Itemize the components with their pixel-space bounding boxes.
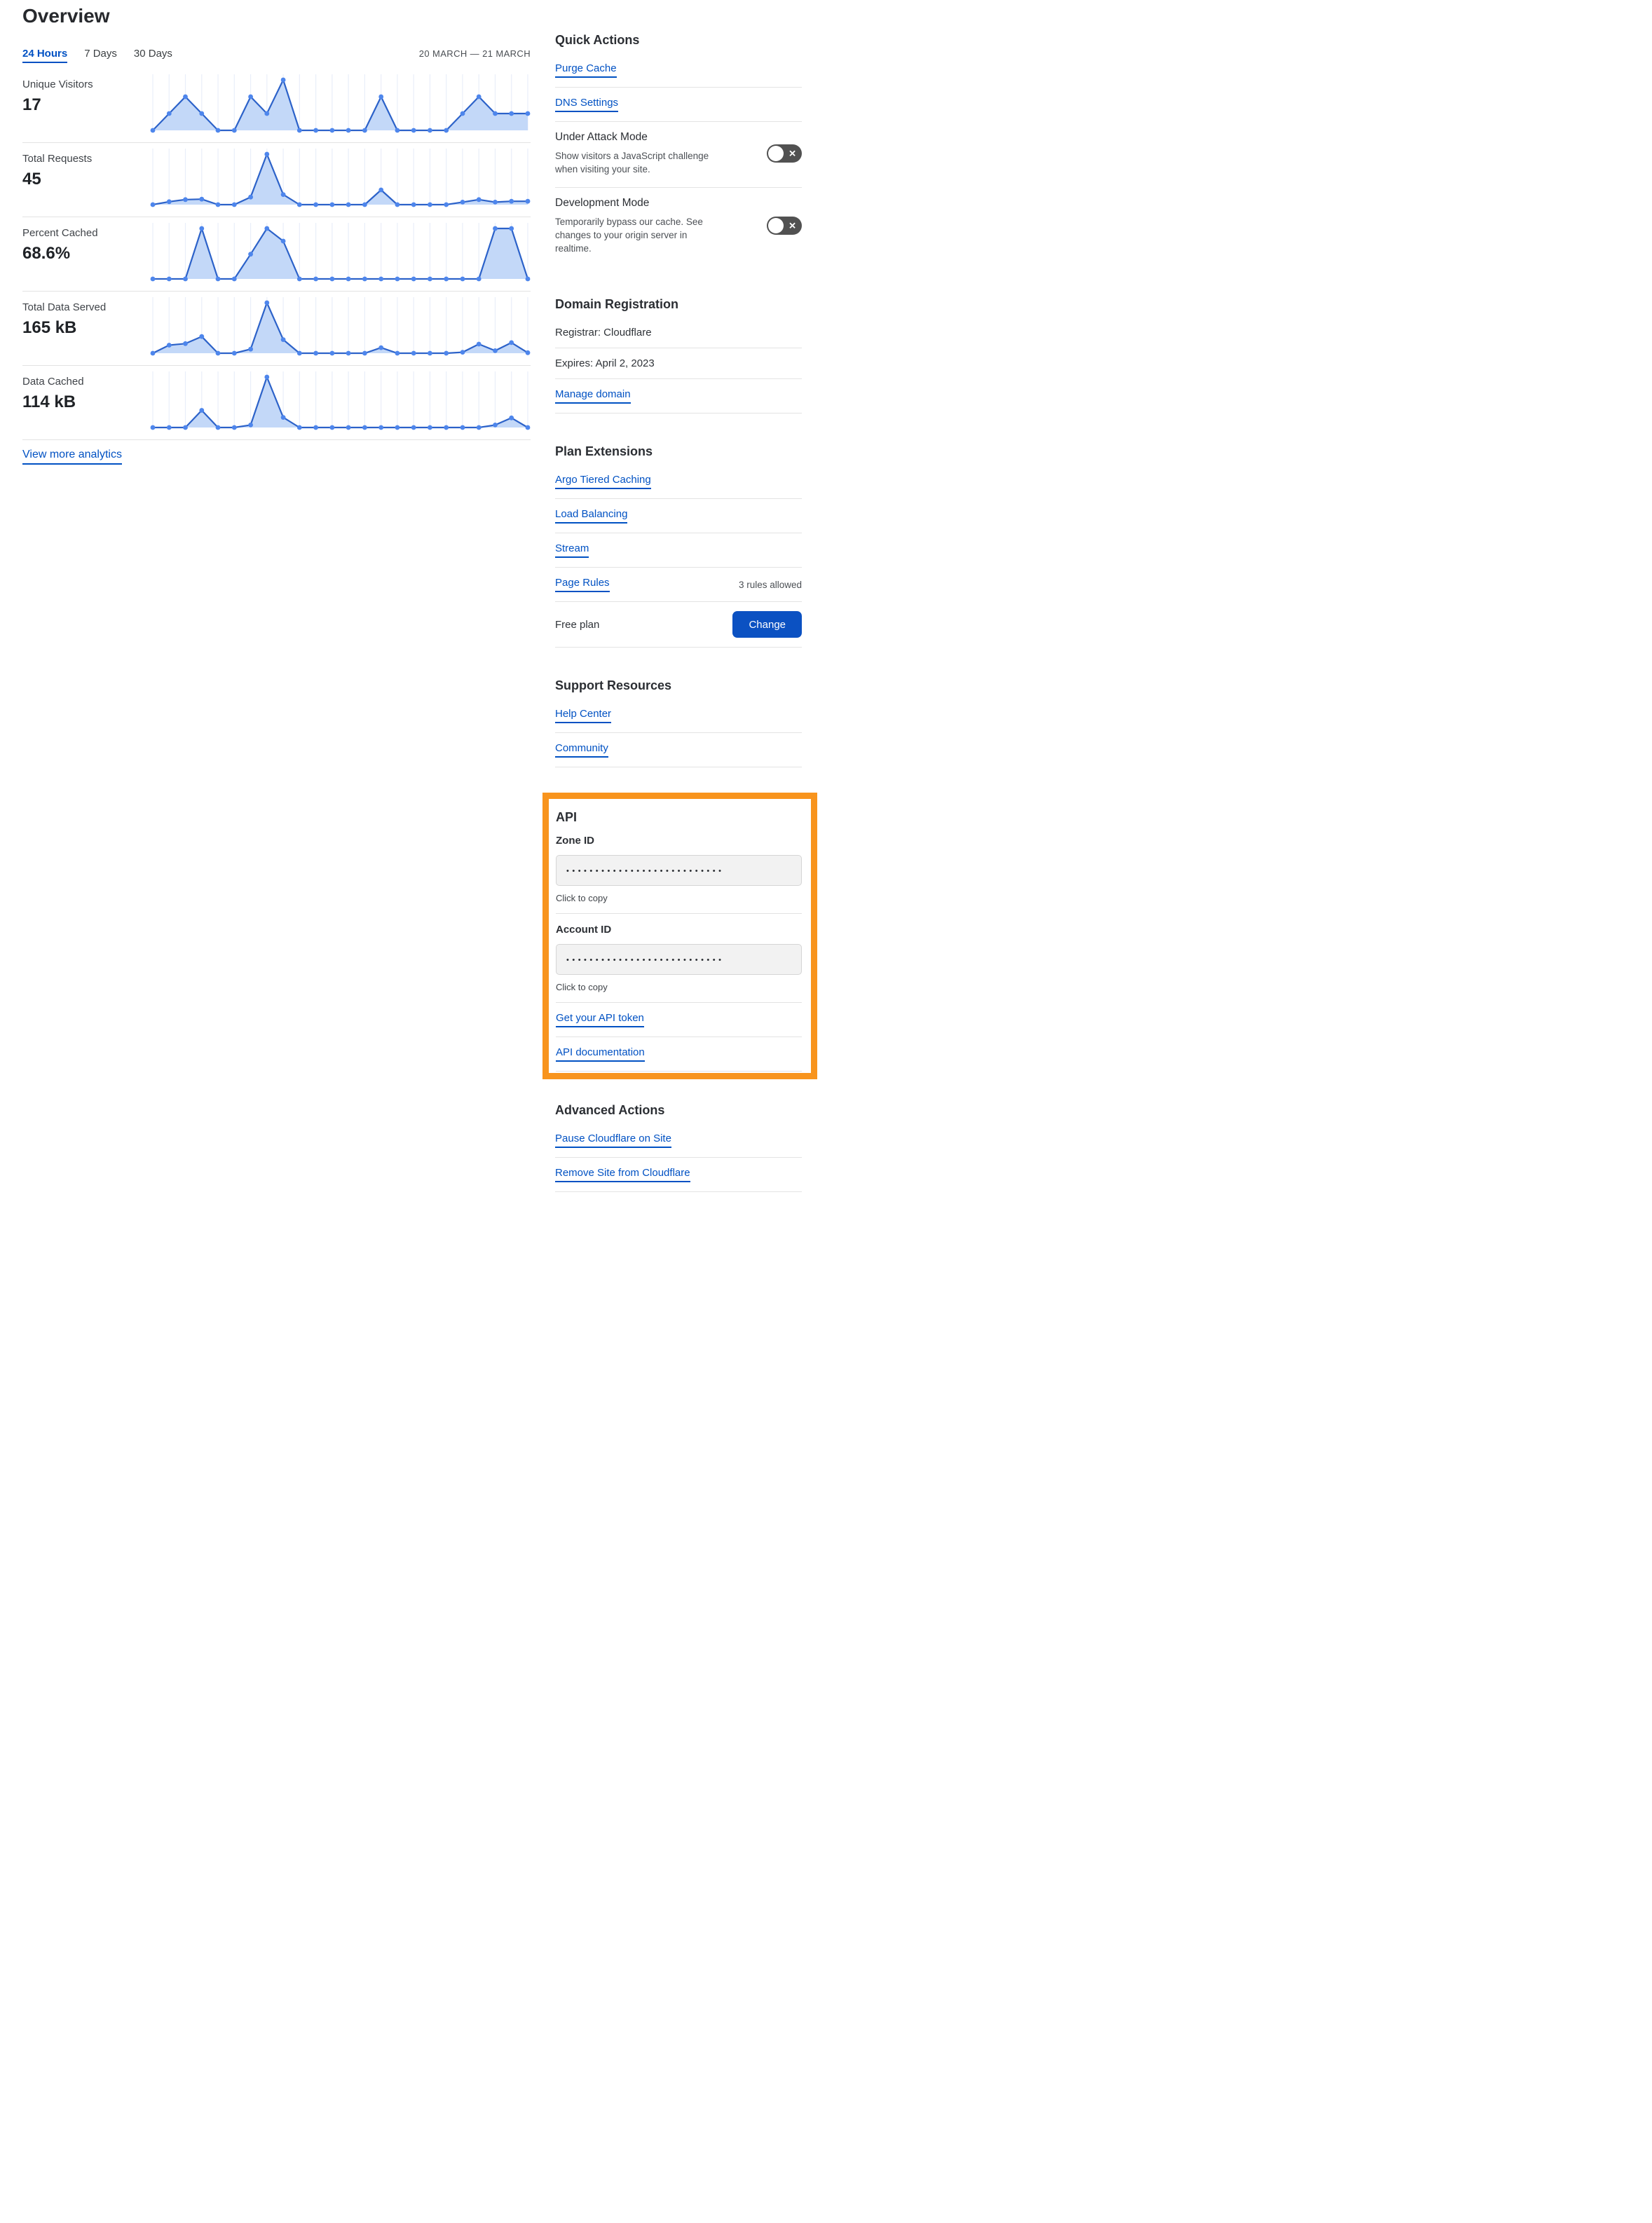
metric-value: 45 xyxy=(22,170,41,189)
under-attack-mode-toggle[interactable]: ✕ xyxy=(767,144,802,163)
plan-extensions-section: Plan Extensions Argo Tiered Caching Load… xyxy=(555,444,802,648)
domain-registration-section: Domain Registration Registrar: Cloudflar… xyxy=(555,297,802,413)
zone-id-masked-field[interactable]: ••••••••••••••••••••••••••• xyxy=(556,855,802,886)
development-mode-description: Temporarily bypass our cache. See change… xyxy=(555,217,703,254)
percent-cached-sparkline-chart xyxy=(150,223,531,282)
time-range-tabs: 24 Hours 7 Days 30 Days xyxy=(22,48,172,63)
expires-row: Expires: April 2, 2023 xyxy=(555,348,802,379)
date-range-label: 20 MARCH — 21 MARCH xyxy=(418,48,531,59)
zone-id-copy-hint: Click to copy xyxy=(556,893,802,914)
zone-id-masked-value: ••••••••••••••••••••••••••• xyxy=(566,867,725,875)
time-range-bar: 24 Hours 7 Days 30 Days 20 MARCH — 21 MA… xyxy=(22,48,531,63)
metric-value: 68.6% xyxy=(22,244,71,263)
manage-domain-row: Manage domain xyxy=(555,379,802,413)
total-data-served-sparkline-chart xyxy=(150,297,531,356)
development-mode-row: Development Mode Temporarily bypass our … xyxy=(555,188,802,266)
metric-label: Total Requests xyxy=(22,153,93,165)
account-id-masked-field[interactable]: ••••••••••••••••••••••••••• xyxy=(556,944,802,975)
zone-id-label: Zone ID xyxy=(556,835,594,847)
plan-extensions-heading: Plan Extensions xyxy=(555,444,653,458)
page-title: Overview xyxy=(22,5,110,27)
community-link[interactable]: Community xyxy=(555,742,608,758)
api-documentation-row: API documentation xyxy=(556,1037,802,1072)
account-id-masked-value: ••••••••••••••••••••••••••• xyxy=(566,956,725,964)
under-attack-mode-row: Under Attack Mode Show visitors a JavaSc… xyxy=(555,122,802,188)
change-plan-button[interactable]: Change xyxy=(732,611,802,638)
stream-link[interactable]: Stream xyxy=(555,542,589,558)
metric-row-total-requests: Total Requests 45 xyxy=(22,143,531,217)
dns-settings-link[interactable]: DNS Settings xyxy=(555,97,619,112)
tab-7-days[interactable]: 7 Days xyxy=(84,48,117,60)
total-requests-sparkline-chart xyxy=(150,149,531,207)
page-rules-link[interactable]: Page Rules xyxy=(555,577,610,592)
plan-row: Free plan Change xyxy=(555,602,802,648)
remove-site-link[interactable]: Remove Site from Cloudflare xyxy=(555,1167,690,1182)
analytics-column: Overview 24 Hours 7 Days 30 Days 20 MARC… xyxy=(22,4,531,1112)
dns-settings-row: DNS Settings xyxy=(555,88,802,122)
metric-row-total-data-served: Total Data Served 165 kB xyxy=(22,292,531,366)
data-cached-sparkline-chart xyxy=(150,371,531,430)
development-mode-toggle[interactable]: ✕ xyxy=(767,217,802,235)
advanced-actions-heading: Advanced Actions xyxy=(555,1103,665,1117)
page-rules-allowance-note: 3 rules allowed xyxy=(738,579,802,590)
quick-actions-section: Quick Actions Purge Cache DNS Settings U… xyxy=(555,33,802,266)
metric-label: Percent Cached xyxy=(22,227,98,239)
quick-actions-heading: Quick Actions xyxy=(555,33,640,47)
domain-registration-heading: Domain Registration xyxy=(555,297,679,311)
toggle-off-x-icon: ✕ xyxy=(789,148,796,158)
current-plan-label: Free plan xyxy=(555,618,600,631)
metric-value: 17 xyxy=(22,95,41,114)
manage-domain-link[interactable]: Manage domain xyxy=(555,388,631,404)
argo-tiered-caching-row: Argo Tiered Caching xyxy=(555,465,802,499)
tab-24-hours[interactable]: 24 Hours xyxy=(22,48,68,63)
metrics-list: Unique Visitors 17 Total Requests 45 Per… xyxy=(22,69,531,440)
remove-site-row: Remove Site from Cloudflare xyxy=(555,1158,802,1192)
metric-row-data-cached: Data Cached 114 kB xyxy=(22,366,531,440)
purge-cache-link[interactable]: Purge Cache xyxy=(555,62,617,78)
unique-visitors-sparkline-chart xyxy=(150,74,531,133)
api-heading: API xyxy=(556,810,578,824)
view-more-analytics-link[interactable]: View more analytics xyxy=(22,449,122,465)
load-balancing-row: Load Balancing xyxy=(555,499,802,533)
metric-label: Data Cached xyxy=(22,376,84,388)
api-section-highlighted: API Zone ID ••••••••••••••••••••••••••• … xyxy=(542,793,817,1079)
argo-tiered-caching-link[interactable]: Argo Tiered Caching xyxy=(555,474,651,489)
metric-value: 165 kB xyxy=(22,318,77,337)
metric-row-percent-cached: Percent Cached 68.6% xyxy=(22,217,531,292)
metric-row-unique-visitors: Unique Visitors 17 xyxy=(22,69,531,143)
help-center-row: Help Center xyxy=(555,699,802,733)
metric-label: Total Data Served xyxy=(22,301,107,313)
help-center-link[interactable]: Help Center xyxy=(555,708,612,723)
toggle-off-x-icon: ✕ xyxy=(789,220,796,231)
get-api-token-row: Get your API token xyxy=(556,1003,802,1037)
toggle-knob xyxy=(768,145,784,161)
purge-cache-row: Purge Cache xyxy=(555,53,802,88)
page-rules-row: Page Rules 3 rules allowed xyxy=(555,568,802,602)
support-resources-heading: Support Resources xyxy=(555,678,672,692)
sidebar-column: Quick Actions Purge Cache DNS Settings U… xyxy=(542,4,817,1192)
under-attack-mode-title: Under Attack Mode xyxy=(555,131,648,143)
registrar-row: Registrar: Cloudflare xyxy=(555,317,802,348)
registrar-value: Registrar: Cloudflare xyxy=(555,327,652,338)
stream-row: Stream xyxy=(555,533,802,568)
tab-30-days[interactable]: 30 Days xyxy=(133,48,172,60)
development-mode-title: Development Mode xyxy=(555,197,650,209)
pause-cloudflare-row: Pause Cloudflare on Site xyxy=(555,1123,802,1158)
account-id-copy-hint: Click to copy xyxy=(556,982,802,1003)
api-documentation-link[interactable]: API documentation xyxy=(556,1046,645,1062)
metric-label: Unique Visitors xyxy=(22,78,93,90)
toggle-knob xyxy=(768,218,784,233)
advanced-actions-section: Advanced Actions Pause Cloudflare on Sit… xyxy=(555,1103,802,1192)
pause-cloudflare-link[interactable]: Pause Cloudflare on Site xyxy=(555,1133,671,1148)
get-api-token-link[interactable]: Get your API token xyxy=(556,1012,644,1027)
load-balancing-link[interactable]: Load Balancing xyxy=(555,508,628,524)
metric-value: 114 kB xyxy=(22,392,76,411)
expires-value: Expires: April 2, 2023 xyxy=(555,357,655,369)
community-row: Community xyxy=(555,733,802,767)
support-resources-section: Support Resources Help Center Community xyxy=(555,678,802,767)
under-attack-mode-description: Show visitors a JavaScript challenge whe… xyxy=(555,151,709,175)
account-id-label: Account ID xyxy=(556,924,612,936)
